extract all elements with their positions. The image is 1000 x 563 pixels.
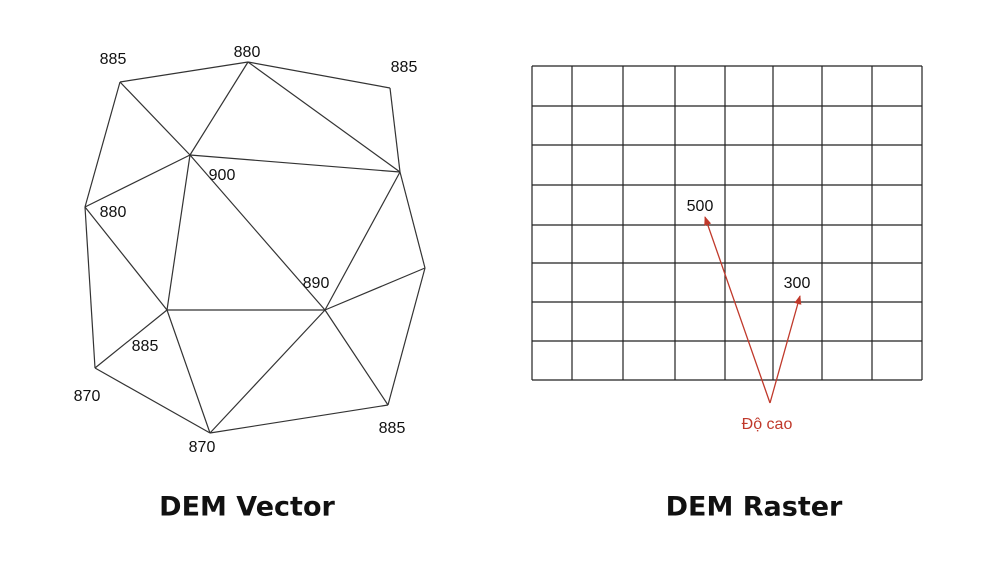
edge — [189, 154, 326, 311]
edge — [389, 87, 401, 173]
edge — [209, 309, 326, 434]
edge — [119, 81, 191, 156]
edge — [247, 61, 401, 173]
edge — [387, 267, 426, 406]
edge — [94, 309, 168, 369]
raster-grid: 500 300 — [531, 65, 923, 381]
edge — [84, 206, 168, 311]
edge — [247, 61, 391, 89]
edge — [166, 309, 211, 434]
caption: DEM Vector — [159, 492, 335, 523]
edge — [189, 154, 401, 173]
node-label: 890 — [303, 275, 330, 292]
node-label: 885 — [132, 338, 159, 355]
node-label: 900 — [209, 167, 236, 184]
node-label: 885 — [100, 51, 127, 68]
edge — [84, 81, 121, 208]
caption: DEM Raster — [666, 492, 843, 523]
edge — [94, 367, 211, 434]
annotation: Độ cao — [742, 416, 793, 433]
vector-tin: 885 880 885 900 880 890 885 870 870 885 — [74, 44, 426, 456]
edge — [324, 171, 401, 311]
edge — [189, 61, 249, 156]
edge — [399, 171, 426, 269]
node-label: 885 — [391, 59, 418, 76]
edge — [84, 154, 191, 208]
node-label: 870 — [74, 388, 101, 405]
edge — [84, 206, 96, 369]
node-label: 880 — [234, 44, 261, 61]
cell-label: 300 — [784, 275, 811, 292]
edge — [209, 404, 389, 434]
cell-label: 500 — [687, 198, 714, 215]
arrow — [704, 216, 771, 404]
node-label: 870 — [189, 439, 216, 456]
edge — [324, 267, 426, 311]
node-label: 880 — [100, 204, 127, 221]
edge — [119, 61, 249, 83]
node-label: 885 — [379, 420, 406, 437]
arrow — [769, 295, 802, 404]
edge — [166, 154, 191, 311]
edge — [324, 309, 389, 406]
